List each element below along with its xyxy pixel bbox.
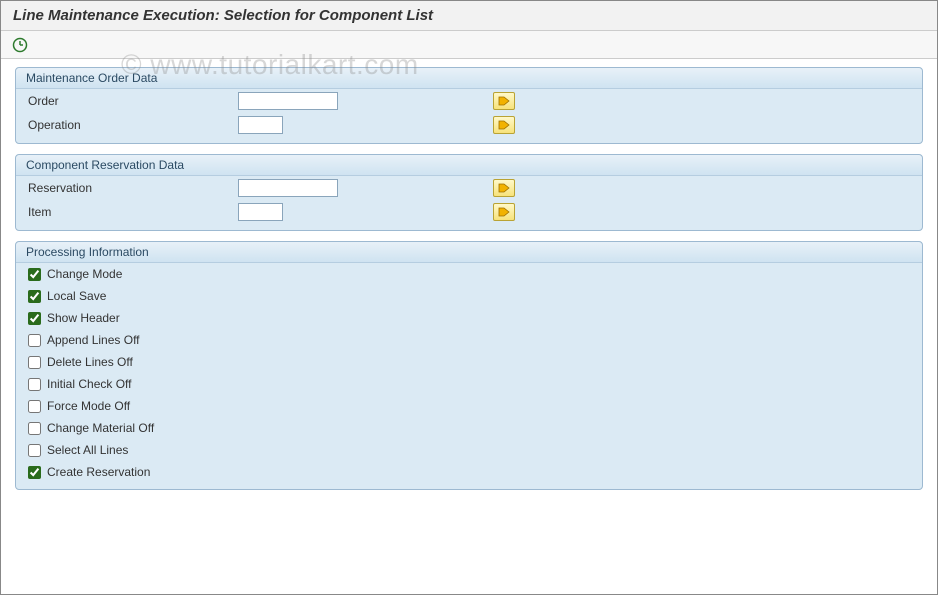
- execute-icon[interactable]: [11, 36, 29, 54]
- row-operation: Operation: [16, 113, 922, 137]
- checkbox-change-material-off[interactable]: [28, 422, 41, 435]
- checkbox-select-all-lines[interactable]: [28, 444, 41, 457]
- page-title: Line Maintenance Execution: Selection fo…: [1, 1, 937, 31]
- checkbox-delete-lines-off[interactable]: [28, 356, 41, 369]
- checkbox-change-mode[interactable]: [28, 268, 41, 281]
- label-create-reservation: Create Reservation: [47, 465, 150, 479]
- multi-select-order-button[interactable]: [493, 92, 515, 110]
- label-local-save: Local Save: [47, 289, 106, 303]
- row-append-lines-off: Append Lines Off: [16, 329, 922, 351]
- label-force-mode-off: Force Mode Off: [47, 399, 130, 413]
- label-change-mode: Change Mode: [47, 267, 122, 281]
- label-show-header: Show Header: [47, 311, 120, 325]
- checkbox-local-save[interactable]: [28, 290, 41, 303]
- row-change-material-off: Change Material Off: [16, 417, 922, 439]
- row-reservation: Reservation: [16, 176, 922, 200]
- label-change-material-off: Change Material Off: [47, 421, 154, 435]
- checkbox-show-header[interactable]: [28, 312, 41, 325]
- content-area: Maintenance Order Data Order Operation C…: [1, 59, 937, 508]
- checkbox-force-mode-off[interactable]: [28, 400, 41, 413]
- checkbox-create-reservation[interactable]: [28, 466, 41, 479]
- label-initial-check-off: Initial Check Off: [47, 377, 131, 391]
- label-order: Order: [28, 94, 238, 108]
- row-force-mode-off: Force Mode Off: [16, 395, 922, 417]
- group-maintenance-order: Maintenance Order Data Order Operation: [15, 67, 923, 144]
- label-operation: Operation: [28, 118, 238, 132]
- row-item: Item: [16, 200, 922, 224]
- group-header-processing-information: Processing Information: [16, 242, 922, 263]
- row-delete-lines-off: Delete Lines Off: [16, 351, 922, 373]
- label-item: Item: [28, 205, 238, 219]
- row-select-all-lines: Select All Lines: [16, 439, 922, 461]
- row-change-mode: Change Mode: [16, 263, 922, 285]
- group-component-reservation: Component Reservation Data Reservation I…: [15, 154, 923, 231]
- label-append-lines-off: Append Lines Off: [47, 333, 140, 347]
- label-select-all-lines: Select All Lines: [47, 443, 128, 457]
- input-operation[interactable]: [238, 116, 283, 134]
- toolbar: [1, 31, 937, 59]
- row-local-save: Local Save: [16, 285, 922, 307]
- multi-select-item-button[interactable]: [493, 203, 515, 221]
- row-order: Order: [16, 89, 922, 113]
- group-header-component-reservation: Component Reservation Data: [16, 155, 922, 176]
- checkbox-append-lines-off[interactable]: [28, 334, 41, 347]
- row-show-header: Show Header: [16, 307, 922, 329]
- multi-select-reservation-button[interactable]: [493, 179, 515, 197]
- group-processing-information: Processing Information Change Mode Local…: [15, 241, 923, 490]
- group-header-maintenance-order: Maintenance Order Data: [16, 68, 922, 89]
- row-create-reservation: Create Reservation: [16, 461, 922, 483]
- label-reservation: Reservation: [28, 181, 238, 195]
- checkbox-initial-check-off[interactable]: [28, 378, 41, 391]
- row-initial-check-off: Initial Check Off: [16, 373, 922, 395]
- input-order[interactable]: [238, 92, 338, 110]
- multi-select-operation-button[interactable]: [493, 116, 515, 134]
- label-delete-lines-off: Delete Lines Off: [47, 355, 133, 369]
- input-item[interactable]: [238, 203, 283, 221]
- input-reservation[interactable]: [238, 179, 338, 197]
